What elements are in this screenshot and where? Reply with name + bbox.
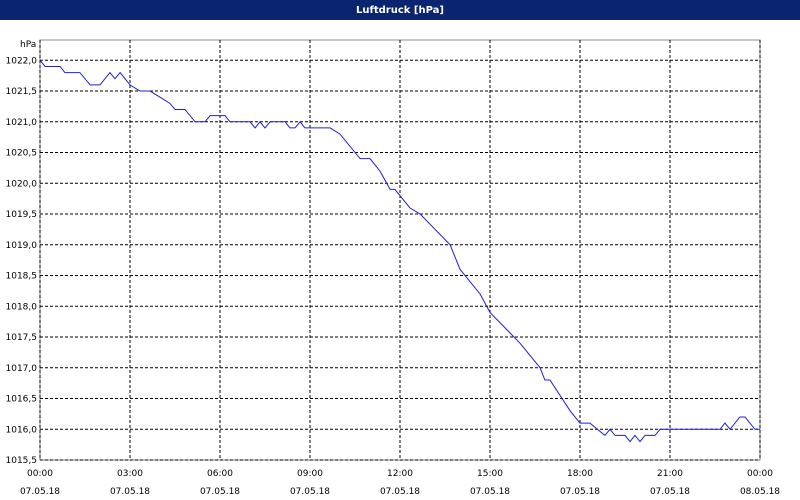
y-tick-label: 1020,0	[6, 179, 38, 189]
x-tick-label: 09:00 07.05.18	[290, 469, 330, 497]
y-axis-label: hPa	[20, 40, 36, 50]
x-tick-label: 12:00 07.05.18	[380, 469, 420, 497]
y-tick-label: 1016,5	[6, 395, 38, 405]
y-tick-label: 1019,0	[6, 241, 38, 251]
y-tick-label: 1017,0	[6, 364, 38, 374]
x-tick-label: 03:00 07.05.18	[110, 469, 150, 497]
x-tick-label: 21:00 07.05.18	[650, 469, 690, 497]
line	[39, 59, 760, 443]
title-bar	[0, 0, 800, 20]
x-tick-label: 06:00 07.05.18	[200, 469, 240, 497]
y-tick-label: 1019,5	[6, 210, 38, 220]
y-tick-label: 1018,0	[6, 302, 38, 312]
y-tick-label: 1022,0	[6, 56, 38, 66]
y-tick-label: 1021,5	[6, 87, 38, 97]
x-tick-label: 00:00 07.05.18	[20, 469, 60, 497]
y-tick-label: 1015,5	[6, 456, 38, 466]
y-tick-label: 1020,5	[6, 149, 38, 159]
y-tick-label: 1021,0	[6, 118, 38, 128]
y-tick-label: 1017,5	[6, 333, 38, 343]
chart-title: Luftdruck [hPa]	[356, 5, 444, 16]
x-tick-label: 18:00 07.05.18	[560, 469, 600, 497]
y-tick-label: 1016,0	[6, 425, 38, 435]
x-tick-label: 00:00 08.05.18	[740, 469, 780, 497]
x-tick-label: 15:00 07.05.18	[470, 469, 510, 497]
y-tick-label: 1018,5	[6, 272, 38, 282]
